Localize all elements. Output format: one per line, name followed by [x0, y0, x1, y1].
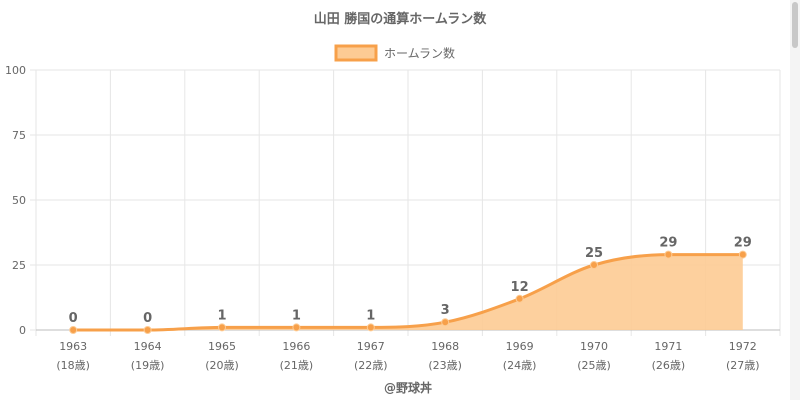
data-label: 0 [69, 311, 78, 326]
footer-credit: @野球丼 [384, 380, 432, 395]
data-point [143, 326, 152, 334]
data-point [292, 323, 301, 332]
scrollbar-thumb[interactable] [792, 2, 798, 48]
data-label: 29 [734, 236, 752, 251]
x-tick-age-label: (25歳) [577, 359, 611, 372]
scrollbar[interactable] [790, 0, 800, 400]
data-label: 3 [441, 303, 450, 318]
legend[interactable]: ホームラン数 [334, 44, 455, 62]
y-tick-label: 50 [12, 194, 26, 207]
data-label: 29 [659, 236, 677, 251]
data-label: 1 [217, 308, 226, 323]
x-tick-age-label: (27歳) [726, 359, 760, 372]
x-tick-age-label: (22歳) [354, 359, 388, 372]
y-tick-label: 25 [12, 259, 26, 272]
x-axis: 1963 (18歳) 1964 (19歳) 1965 (20歳) 1966 (21歳) 1967… [56, 340, 759, 372]
data-point [738, 250, 747, 259]
x-tick-age-label: (24歳) [503, 359, 537, 372]
x-tick-label: 1968 [431, 340, 459, 353]
x-tick-age-label: (23歳) [428, 359, 462, 372]
x-tick-label: 1967 [357, 340, 385, 353]
data-label: 1 [366, 308, 375, 323]
data-point [590, 261, 598, 269]
x-tick-age-label: (19歳) [131, 359, 165, 372]
chart-title: 山田 勝国の通算ホームラン数 [314, 11, 487, 27]
x-tick-age-label: (20歳) [205, 359, 239, 372]
x-tick-label: 1971 [654, 340, 682, 353]
data-label: 25 [585, 246, 603, 261]
data-point [664, 250, 673, 259]
x-tick-age-label: (26歳) [652, 359, 686, 372]
x-tick-label: 1966 [282, 340, 310, 353]
data-point [69, 326, 78, 334]
data-point [515, 294, 524, 303]
series-home-runs [69, 250, 747, 334]
x-tick-label: 1965 [208, 340, 236, 353]
x-tick-label: 1972 [729, 340, 757, 353]
legend-label: ホームラン数 [384, 46, 455, 61]
x-tick-label: 1964 [134, 340, 162, 353]
data-label: 0 [143, 311, 152, 326]
y-tick-label: 0 [19, 324, 26, 337]
x-tick-label: 1963 [59, 340, 87, 353]
y-tick-label: 100 [5, 64, 26, 77]
data-point [218, 323, 226, 332]
x-tick-label: 1969 [506, 340, 534, 353]
data-point [366, 323, 375, 332]
series-line [73, 253, 743, 332]
x-tick-age-label: (21歳) [280, 359, 314, 372]
y-axis: 0 25 50 75 100 [5, 64, 26, 337]
data-label: 12 [511, 280, 529, 295]
data-labels: 0 0 1 1 1 3 12 25 29 29 [69, 236, 752, 326]
x-tick-age-label: (18歳) [56, 359, 90, 372]
data-label: 1 [292, 308, 301, 323]
x-tick-label: 1970 [580, 340, 608, 353]
legend-swatch [334, 44, 378, 62]
data-point [441, 318, 450, 327]
y-tick-label: 75 [12, 129, 26, 142]
